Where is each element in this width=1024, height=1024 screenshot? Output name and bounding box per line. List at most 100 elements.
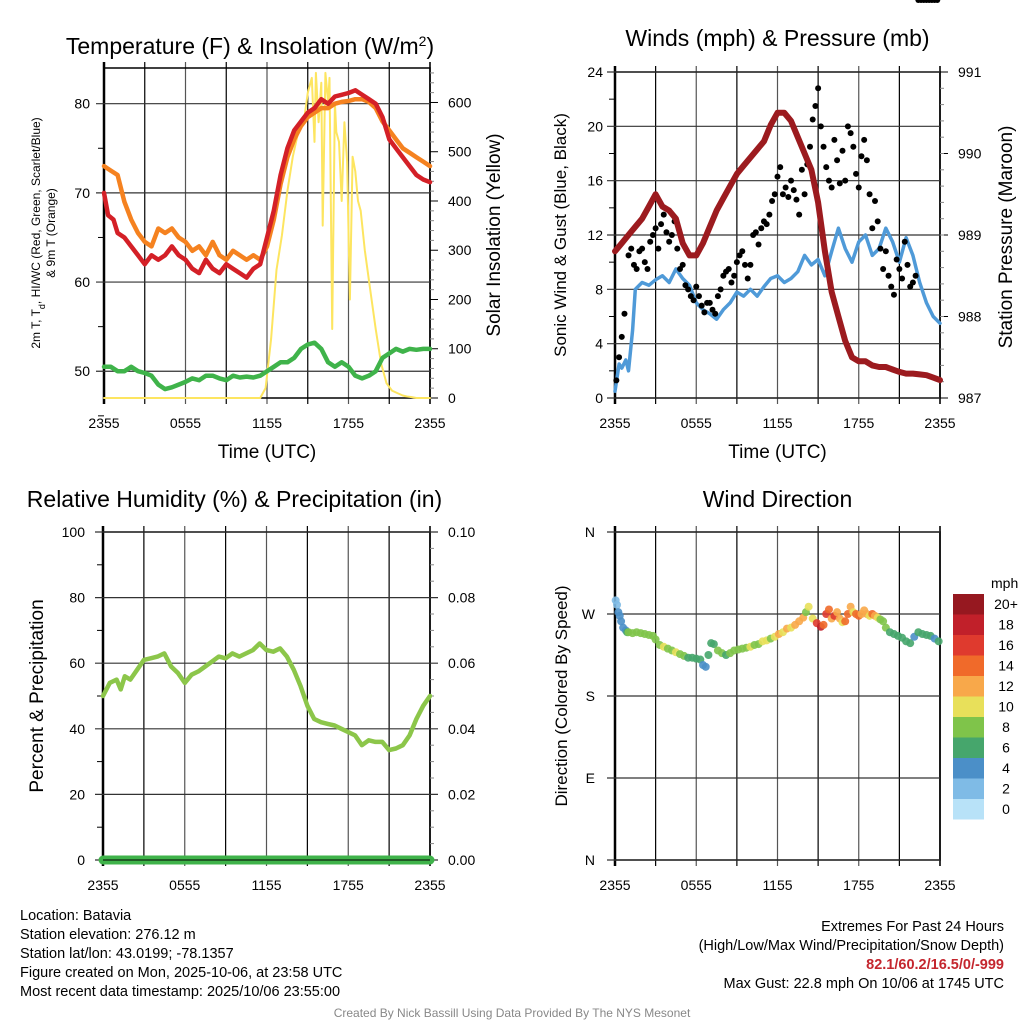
- gust-point: [896, 265, 903, 272]
- extremes-values: 82.1/60.2/16.5/0/-999: [866, 957, 1004, 973]
- gust-point: [641, 259, 648, 266]
- x-tick-label: 0555: [681, 877, 712, 893]
- extremes-subheading: (High/Low/Max Wind/Precipitation/Snow De…: [698, 938, 1004, 954]
- y-tick-label: 0: [595, 390, 603, 406]
- x-tick-label: 1755: [333, 415, 364, 431]
- gust-point: [655, 245, 662, 252]
- y2-tick-label: 0.00: [448, 852, 475, 868]
- x-tick-label: 1155: [762, 877, 792, 893]
- gust-point: [695, 293, 702, 300]
- gust-point: [652, 225, 659, 232]
- gust-point: [649, 232, 656, 238]
- y2-tick-label: 990: [958, 146, 982, 162]
- y2-tick-label: 0: [448, 390, 456, 406]
- gust-point: [658, 221, 665, 228]
- gust-point: [807, 143, 813, 150]
- legend-swatch: [953, 696, 984, 717]
- title-superscript: 2: [419, 33, 427, 49]
- gust-point: [725, 265, 732, 272]
- y-tick-label: 4: [595, 336, 603, 352]
- gust-point: [820, 143, 827, 150]
- wdir-panel: 2355 0555 1155 1755 2355 Wind Direction N E S W N D…: [552, 486, 1018, 893]
- gust-point: [844, 123, 851, 130]
- gust-point: [782, 184, 789, 191]
- gust-point: [731, 272, 738, 279]
- gust-point: [618, 333, 625, 340]
- gust-point: [882, 248, 889, 255]
- y-tick-label: N: [585, 852, 595, 868]
- gust-point: [742, 261, 748, 268]
- gust-point: [739, 248, 746, 255]
- legend-swatch: [953, 594, 984, 615]
- recent-timestamp-text: Most recent data timestamp: 2025/10/06 2…: [20, 984, 341, 1000]
- speed-legend: mph 20+ 18 16 14 12 10 8 6 4 2 0: [953, 575, 1018, 820]
- x-tick-label: 0555: [169, 877, 200, 893]
- x-tick-label: 2355: [414, 415, 445, 431]
- y-tick-label: 40: [69, 721, 85, 737]
- direction-point: [701, 662, 710, 671]
- y2-tick-label: 0.10: [448, 524, 475, 540]
- rh-title: Relative Humidity (%) & Precipitation (i…: [27, 486, 442, 512]
- x-tick-label: 1155: [762, 415, 792, 431]
- x-tick-label: 2355: [88, 415, 119, 431]
- legend-swatch: [953, 614, 984, 635]
- gust-point: [668, 232, 675, 238]
- created-text: Figure created on Mon, 2025-10-06, at 23…: [20, 965, 343, 981]
- x-tick-label: 2355: [87, 877, 118, 893]
- gust-point: [679, 261, 686, 268]
- extremes-heading: Extremes For Past 24 Hours: [821, 919, 1004, 935]
- gust-point: [712, 310, 719, 317]
- y-tick-label: 12: [587, 227, 603, 243]
- gust-point: [801, 191, 808, 198]
- temp-title: Temperature (F) & Insolation (W/m2): [66, 33, 434, 59]
- gust-point: [663, 229, 670, 236]
- legend-swatch: [953, 758, 984, 779]
- title-text: Temperature (F) & Insolation (W/m: [66, 33, 419, 59]
- gust-point: [899, 275, 906, 282]
- x-axis-label: Time (UTC): [728, 442, 827, 463]
- gust-point: [853, 170, 860, 177]
- y-axis-label-subscript: d: [37, 304, 47, 309]
- y-tick-label: E: [586, 770, 595, 786]
- gust-point: [714, 293, 721, 300]
- elevation-text: Station elevation: 276.12 m: [20, 927, 196, 943]
- gust-point: [666, 238, 673, 245]
- y2-tick-label: 0.02: [448, 786, 475, 802]
- legend-title: mph: [991, 575, 1018, 591]
- y-axis-label-part: 2m T, T: [29, 308, 43, 348]
- legend-swatch: [953, 635, 984, 656]
- legend-label: 20+: [994, 596, 1018, 612]
- gust-point: [842, 177, 849, 184]
- gust-point: [660, 211, 667, 218]
- gust-point: [909, 279, 916, 286]
- y-tick-label: 100: [62, 524, 86, 540]
- gust-point: [717, 286, 724, 293]
- gust-point: [934, 0, 941, 3]
- y2-tick-label: 991: [958, 64, 982, 80]
- legend-label: 18: [998, 617, 1014, 633]
- y-tick-label: 24: [587, 64, 603, 80]
- gust-point: [628, 245, 635, 252]
- gust-point: [639, 245, 646, 252]
- x-tick-label: 1755: [843, 415, 874, 431]
- x-tick-label: 1155: [252, 415, 282, 431]
- gust-point: [893, 256, 900, 263]
- gust-point: [621, 310, 628, 317]
- direction-point: [824, 605, 833, 614]
- direction-point: [833, 608, 842, 617]
- x-tick-label: 2355: [599, 415, 630, 431]
- series-line-2m-t: [101, 88, 433, 280]
- gust-point: [912, 272, 919, 279]
- gust-point: [633, 265, 640, 272]
- gust-point: [880, 265, 887, 272]
- gust-point: [644, 265, 651, 272]
- gust-point: [831, 136, 838, 143]
- wdir-title: Wind Direction: [703, 486, 853, 512]
- location-text: Location: Batavia: [20, 908, 132, 924]
- y-tick-label: 60: [69, 655, 85, 671]
- gust-point: [728, 279, 735, 286]
- gust-point: [904, 261, 911, 268]
- x-tick-label: 2355: [414, 877, 445, 893]
- y-tick-label: 20: [587, 118, 603, 134]
- credit-text: Created By Nick Bassill Using Data Provi…: [333, 1006, 691, 1020]
